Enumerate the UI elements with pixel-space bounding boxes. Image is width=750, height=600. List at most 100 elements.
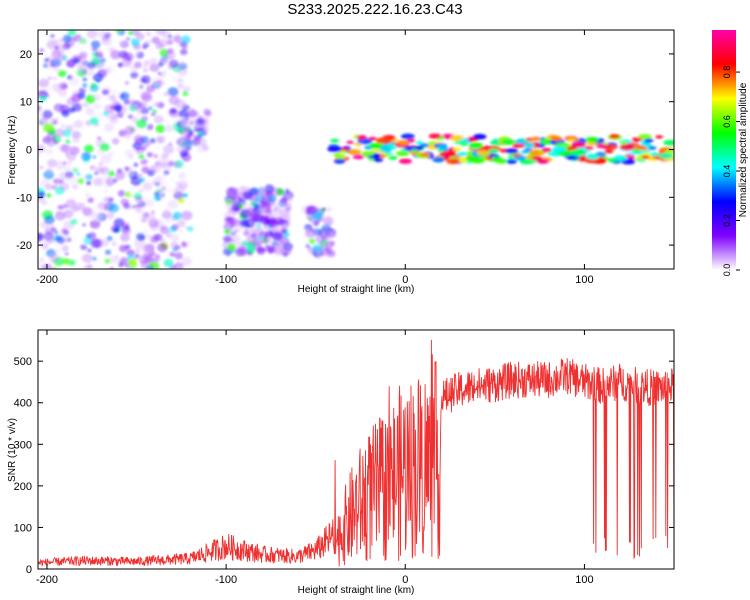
spectral-blob [46, 148, 53, 155]
spectral-blob [142, 182, 153, 191]
spectral-blob [67, 30, 77, 36]
spectral-blob [252, 202, 260, 208]
spectral-blob [49, 253, 60, 263]
spectral-blob [103, 241, 109, 247]
spectral-blob [129, 103, 139, 112]
spectral-blob [53, 67, 59, 72]
spectral-blob [47, 226, 52, 230]
spectral-blob [609, 134, 620, 139]
spectral-blob [268, 219, 280, 229]
spectral-blob [124, 133, 132, 140]
spectral-blob [149, 63, 160, 72]
spectrogram-xlabel: Height of straight line (km) [298, 284, 415, 295]
spectral-blob [168, 142, 173, 147]
spectral-blob [117, 190, 126, 197]
spectral-blob [85, 180, 92, 186]
y-tick-label: 300 [14, 439, 32, 451]
spectral-blob [138, 188, 144, 194]
spectrogram-amplitude-blobs [38, 30, 674, 269]
spectral-blob [607, 158, 618, 163]
spectral-blob [280, 228, 287, 234]
spectral-blob [95, 166, 105, 175]
spectral-blob [631, 137, 643, 142]
spectral-blob [39, 257, 45, 263]
spectral-blob [361, 151, 374, 157]
spectral-blob [71, 130, 81, 139]
spectral-blob [110, 89, 121, 98]
spectral-blob [174, 252, 184, 260]
spectral-blob [139, 85, 144, 89]
spectral-blob [505, 148, 519, 154]
spectral-blob [397, 139, 410, 146]
spectral-blob [254, 227, 265, 237]
x-tick-label: 100 [575, 274, 593, 286]
spectral-blob [47, 76, 52, 81]
y-tick-label: 10 [20, 97, 32, 109]
spectral-blob [305, 210, 310, 214]
spectral-blob [62, 34, 73, 43]
colorbar-tick-label: 0.6 [722, 115, 732, 128]
spectral-blob [89, 84, 99, 92]
spectral-blob [82, 77, 88, 82]
spectral-blob [130, 38, 141, 47]
spectral-blob [128, 258, 138, 267]
spectral-blob [246, 235, 256, 244]
spectral-blob [180, 122, 188, 129]
spectral-blob [164, 124, 174, 133]
spectral-blob [183, 85, 191, 93]
y-tick-label: -20 [16, 240, 32, 252]
spectral-blob [659, 152, 674, 159]
spectral-blob [427, 141, 436, 145]
spectral-blob [88, 232, 97, 240]
spectral-blob [322, 229, 334, 239]
spectral-blob [172, 76, 179, 83]
spectral-blob [260, 203, 267, 209]
spectral-blob [655, 135, 664, 139]
spectral-blob [151, 36, 161, 44]
spectral-blob [130, 30, 141, 36]
spectral-blob [78, 52, 87, 60]
spectral-blob [97, 136, 102, 141]
spectral-blob [179, 48, 188, 56]
spectral-blob [104, 249, 112, 255]
spectral-blob [326, 206, 333, 212]
spectral-blob [181, 210, 193, 221]
spectral-blob [77, 38, 86, 46]
spectral-blob [149, 235, 159, 243]
spectral-blob [304, 241, 310, 246]
spectral-blob [453, 147, 462, 152]
spectral-blob [169, 107, 178, 115]
spectral-blob [170, 242, 179, 249]
spectral-blob [525, 137, 534, 142]
spectral-blob [181, 256, 192, 266]
spectral-blob [174, 99, 186, 109]
spectral-blob [108, 203, 120, 213]
spectral-blob [125, 167, 130, 171]
spectral-blob [179, 229, 184, 234]
colorbar-gradient [712, 30, 736, 270]
spectral-blob [228, 229, 238, 237]
spectral-blob [663, 139, 674, 146]
spectral-blob [178, 178, 187, 185]
spectral-blob [85, 264, 93, 269]
spectral-blob [151, 181, 156, 185]
spectral-blob [264, 184, 275, 194]
spectral-blob [92, 256, 97, 261]
spectral-blob [83, 144, 94, 154]
spectral-blob [149, 39, 154, 43]
spectral-blob [50, 34, 55, 38]
x-tick-label: -100 [215, 274, 237, 286]
spectral-blob [238, 247, 249, 256]
spectral-blob [313, 248, 320, 253]
spectral-blob [38, 110, 43, 118]
spectral-blob [97, 202, 107, 210]
spectral-blob [107, 197, 114, 203]
spectral-blob [125, 55, 130, 60]
y-tick-label: 100 [14, 522, 32, 534]
spectral-blob [145, 213, 156, 223]
spectral-blob [176, 78, 185, 86]
spectral-blob [121, 58, 132, 68]
spectral-blob [92, 73, 104, 82]
spectral-blob [333, 159, 346, 164]
spectral-blob [265, 190, 274, 198]
